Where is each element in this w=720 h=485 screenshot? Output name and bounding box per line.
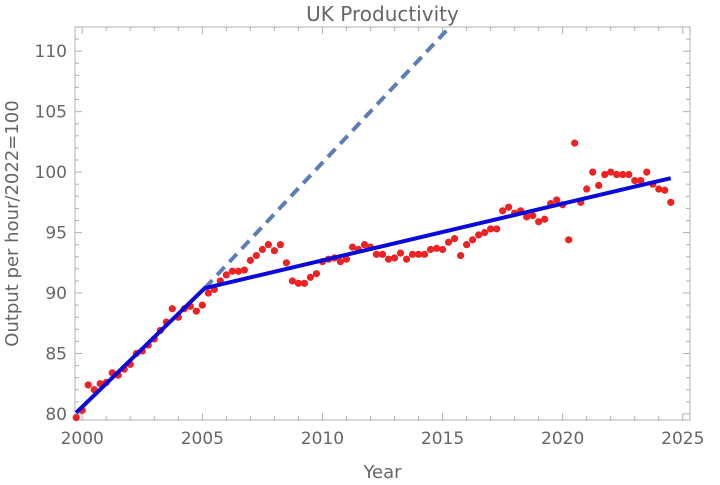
y-tick-label-80: 80 (45, 405, 67, 425)
trend-line (74, 176, 672, 415)
data-point (288, 277, 297, 285)
data-point (300, 279, 309, 287)
data-point (529, 212, 537, 220)
x-tick-label-2010: 2010 (301, 429, 344, 449)
y-axis-label: Output per hour/2022=100 (2, 100, 23, 346)
data-point (270, 247, 278, 255)
data-point (378, 250, 387, 258)
data-point (204, 289, 212, 297)
data-point (480, 228, 489, 237)
data-point (438, 245, 447, 254)
extrapolation-dashed-line (203, 27, 452, 290)
data-point (631, 176, 639, 185)
data-point (402, 255, 411, 263)
data-point (474, 231, 483, 239)
data-point (571, 139, 579, 147)
data-point (306, 273, 315, 281)
plot-frame-border (74, 26, 691, 421)
y-tick-label-110: 110 (35, 42, 67, 62)
data-point (667, 198, 675, 206)
data-point (444, 238, 453, 246)
x-tick-label-2000: 2000 (61, 429, 104, 449)
data-point (264, 241, 272, 249)
data-point (192, 307, 200, 315)
fitted-trend (74, 176, 672, 415)
y-tick-label-100: 100 (35, 163, 67, 183)
data-point (553, 196, 561, 204)
x-axis-label: Year (362, 462, 402, 483)
data-point (493, 225, 501, 233)
data-point (228, 267, 236, 275)
data-point (462, 241, 471, 249)
data-point (595, 181, 603, 190)
data-point (372, 250, 381, 258)
data-point (468, 236, 477, 244)
data-point (384, 255, 393, 263)
data-point (450, 235, 459, 243)
data-point (312, 270, 321, 278)
data-point (282, 259, 291, 267)
data-point (198, 301, 206, 309)
plot-frame (74, 26, 691, 421)
data-point (661, 186, 669, 194)
x-axis-ticks: 2000 2005 2010 2015 2020 2025 (61, 27, 704, 449)
y-tick-label-105: 105 (35, 103, 67, 123)
data-point (342, 255, 351, 263)
data-point (613, 170, 621, 179)
data-point (84, 381, 92, 389)
data-points (72, 139, 675, 422)
data-point (252, 251, 260, 260)
y-axis-ticks: 80 85 90 95 100 105 110 (35, 38, 690, 425)
data-point (276, 241, 285, 249)
data-point (505, 203, 513, 211)
data-point (655, 185, 663, 193)
data-point (589, 168, 597, 176)
chart-title: UK Productivity (306, 2, 459, 26)
data-point (240, 266, 248, 274)
data-point (408, 250, 417, 258)
y-tick-label-90: 90 (45, 284, 67, 304)
data-point (565, 236, 573, 244)
data-point (601, 170, 609, 179)
data-point (426, 245, 435, 254)
x-tick-label-2015: 2015 (421, 429, 464, 449)
data-point (258, 245, 266, 254)
data-point (168, 305, 176, 313)
data-point (414, 250, 423, 258)
data-point (625, 170, 633, 179)
data-point (607, 168, 615, 176)
data-point (583, 185, 591, 193)
data-point (360, 241, 369, 249)
data-point (420, 250, 429, 258)
data-point (499, 207, 507, 215)
data-point (637, 176, 645, 185)
x-tick-label-2005: 2005 (181, 429, 224, 449)
x-tick-label-2020: 2020 (541, 429, 584, 449)
data-point (390, 254, 399, 262)
data-point (348, 243, 357, 251)
data-point (222, 271, 230, 279)
data-point (432, 244, 441, 252)
data-point (456, 251, 465, 260)
extrapolation-trend (203, 27, 452, 290)
data-point (643, 168, 651, 176)
data-point (541, 215, 549, 223)
data-point (396, 249, 405, 257)
y-tick-label-85: 85 (45, 344, 67, 364)
data-point (336, 257, 345, 266)
data-point (234, 267, 242, 275)
data-point (294, 279, 303, 287)
data-point (619, 170, 627, 179)
data-point (246, 256, 254, 264)
y-tick-label-95: 95 (45, 224, 67, 244)
data-point (487, 225, 495, 233)
x-tick-label-2025: 2025 (661, 429, 704, 449)
data-point (523, 213, 531, 221)
data-point (72, 413, 80, 422)
data-point (535, 218, 543, 226)
